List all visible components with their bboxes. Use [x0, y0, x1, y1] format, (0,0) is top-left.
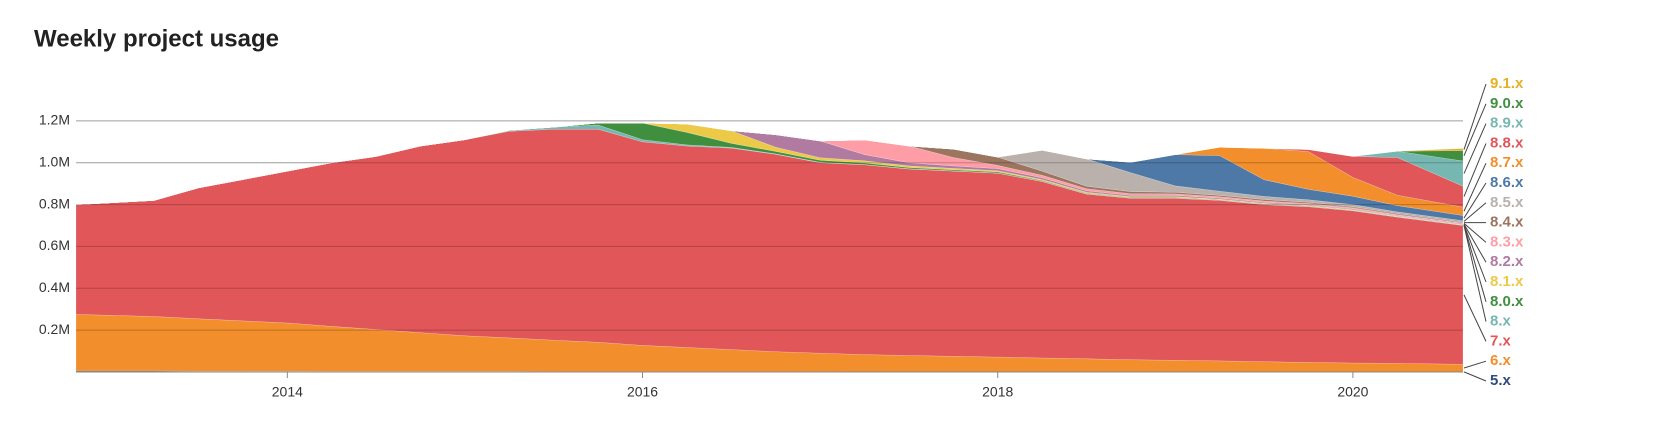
area: [75, 122, 1464, 225]
legend-label: 8.7.x: [1490, 154, 1524, 171]
area: [75, 122, 1464, 225]
legend-leader: [1463, 162, 1487, 212]
area: [75, 122, 1464, 223]
legend-label: 9.1.x: [1490, 75, 1524, 92]
legend-label: 8.1.x: [1490, 273, 1524, 290]
legend-label: 7.x: [1490, 332, 1512, 349]
legend-leader: [1463, 360, 1487, 369]
legend-leader: [1463, 224, 1487, 302]
legend-label: 5.x: [1490, 372, 1512, 389]
chart-title: Weekly project usage: [34, 25, 279, 52]
legend-leader: [1463, 224, 1487, 283]
legend-label: 8.9.x: [1490, 115, 1524, 132]
legend-leader: [1463, 223, 1487, 243]
legend-leader: [1463, 294, 1487, 342]
legend-leader: [1463, 103, 1487, 157]
legend-label: 8.0.x: [1490, 293, 1524, 310]
y-tick-label: 1.2M: [39, 112, 70, 128]
x-tick-label: 2020: [1337, 384, 1368, 400]
y-tick-label: 0.6M: [39, 237, 70, 253]
x-tick-label: 2014: [272, 384, 303, 400]
legend-leader: [1463, 83, 1487, 150]
y-tick-label: 1.0M: [39, 153, 70, 169]
legend-label: 8.8.x: [1490, 134, 1524, 151]
legend-leader: [1463, 143, 1487, 197]
legend-label: 8.3.x: [1490, 233, 1524, 250]
legend-leader: [1463, 223, 1487, 263]
legend-label: 9.0.x: [1490, 95, 1524, 112]
legend-leader: [1463, 225, 1487, 322]
x-tick-label: 2018: [982, 384, 1013, 400]
area: [75, 122, 1464, 205]
legend-leader: [1463, 202, 1487, 222]
area: [75, 122, 1464, 205]
legend-label: 8.x: [1490, 313, 1512, 330]
legend-leader: [1463, 371, 1487, 382]
area: [75, 122, 1464, 216]
area: [75, 122, 1464, 226]
area: [75, 122, 1464, 226]
area: [75, 122, 1464, 205]
legend-leader: [1463, 182, 1487, 219]
y-tick-label: 0.8M: [39, 195, 70, 211]
legend-label: 8.2.x: [1490, 253, 1524, 270]
legend-leader: [1463, 123, 1487, 174]
legend-label: 8.5.x: [1490, 194, 1524, 211]
legend-label: 8.4.x: [1490, 214, 1524, 231]
area: [75, 122, 1464, 224]
y-tick-label: 0.2M: [39, 321, 70, 337]
legend-label: 8.6.x: [1490, 174, 1524, 191]
legend-label: 6.x: [1490, 352, 1512, 369]
area: [75, 122, 1464, 221]
area: [75, 122, 1464, 208]
x-tick-label: 2016: [627, 384, 658, 400]
y-tick-label: 0.4M: [39, 279, 70, 295]
